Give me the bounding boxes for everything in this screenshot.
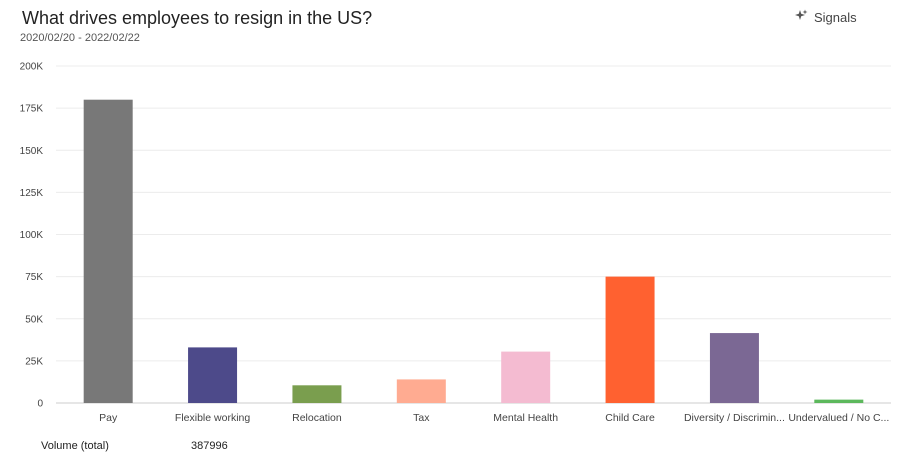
x-axis: Pay Flexible working Relocation Tax Mental H…: [99, 412, 889, 424]
y-tick-label: 175K: [20, 104, 44, 115]
y-tick-label: 125K: [20, 188, 44, 199]
y-tick-label: 75K: [25, 272, 43, 283]
bar-undervalued-no-c[interactable]: [814, 399, 864, 403]
sparkle-icon: [794, 9, 808, 26]
x-tick-label: Tax: [413, 412, 430, 424]
y-tick-label: 25K: [25, 356, 43, 367]
x-tick-label: Mental Health: [493, 412, 558, 424]
x-tick-label: Relocation: [292, 412, 342, 424]
bars: [83, 99, 864, 403]
y-tick-label: 150K: [20, 146, 44, 157]
y-tick-label: 200K: [20, 62, 44, 73]
y-tick-label: 50K: [25, 314, 43, 325]
x-tick-label: Child Care: [605, 412, 655, 424]
bar-pay[interactable]: [83, 99, 133, 403]
bar-mental-health[interactable]: [501, 351, 551, 403]
date-range: 2020/02/20 - 2022/02/22: [20, 32, 140, 44]
bar-relocation[interactable]: [292, 385, 342, 403]
x-tick-label: Diversity / Discrimin...: [684, 412, 785, 424]
signals-label: Signals: [814, 10, 857, 25]
signals-button[interactable]: Signals: [794, 9, 857, 26]
bar-diversity-discrimin[interactable]: [709, 333, 759, 403]
y-tick-label: 100K: [20, 230, 44, 241]
x-tick-label: Undervalued / No C...: [788, 412, 889, 424]
chart-title: What drives employees to resign in the U…: [22, 8, 373, 28]
volume-total-label: Volume (total): [41, 440, 109, 452]
x-tick-label: Flexible working: [175, 412, 250, 424]
bar-tax[interactable]: [396, 379, 446, 403]
x-tick-label: Pay: [99, 412, 118, 424]
bar-child-care[interactable]: [605, 276, 655, 403]
y-axis: 0 25K 50K 75K 100K 125K 150K 175K 200K: [20, 62, 44, 410]
grid-lines: [56, 65, 891, 404]
bar-flexible-working[interactable]: [188, 347, 238, 403]
y-tick-label: 0: [37, 399, 43, 410]
volume-total-value: 387996: [191, 440, 228, 452]
